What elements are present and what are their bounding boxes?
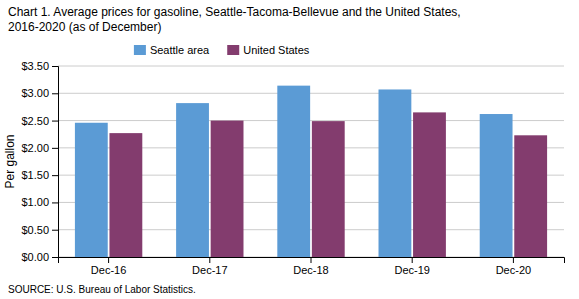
legend-item: United States <box>227 44 310 56</box>
legend-swatch <box>227 45 239 55</box>
y-tick-mark <box>52 230 58 231</box>
y-axis: $0.00 $0.50 $1.00 $1.50 $2.00 $2.50 $3.00 $3.50 <box>21 60 58 263</box>
bar <box>176 103 209 257</box>
y-tick: $0.00 <box>21 251 58 263</box>
y-tick-mark <box>52 66 58 67</box>
x-tick-mark <box>209 257 210 263</box>
x-tick-label: Dec-17 <box>192 264 227 276</box>
bar <box>413 112 446 257</box>
annotation: SOURCE: U.S. Bureau of Labor Statistics. <box>8 284 196 295</box>
bar <box>109 133 142 257</box>
x-tick: Dec-17 <box>192 257 227 276</box>
y-tick-label: $1.50 <box>21 169 49 181</box>
y-tick-label: $3.00 <box>21 87 49 99</box>
y-tick-label: $1.00 <box>21 196 49 208</box>
y-label: Per gallon <box>3 134 17 188</box>
y-tick: $2.00 <box>21 142 58 154</box>
y-tick-label: $2.50 <box>21 115 49 127</box>
y-tick: $3.50 <box>21 60 58 72</box>
x-tick: Dec-18 <box>293 257 328 276</box>
bar <box>514 135 547 257</box>
y-axis-line <box>52 67 59 258</box>
x-tick: Dec-19 <box>394 257 429 276</box>
x-tick-mark <box>311 257 312 263</box>
y-tick: $0.50 <box>21 224 58 236</box>
x-axis-line <box>59 258 565 264</box>
grid-line <box>58 93 564 94</box>
y-tick-mark <box>52 148 58 149</box>
bar <box>379 89 412 257</box>
y-tick-mark <box>52 93 58 94</box>
x-axis: Dec-16 Dec-17 Dec-18 Dec-19 Dec-20 <box>59 257 565 276</box>
x-tick: Dec-16 <box>91 257 126 276</box>
series <box>109 112 547 257</box>
x-tick-mark <box>108 257 109 263</box>
y-tick: $3.00 <box>21 87 58 99</box>
bar <box>312 121 345 257</box>
y-tick-mark <box>52 121 58 122</box>
x-tick-mark <box>513 257 514 263</box>
x-tick-label: Dec-16 <box>91 264 126 276</box>
y-tick: $1.00 <box>21 196 58 208</box>
x-tick-label: Dec-18 <box>293 264 328 276</box>
y-tick-mark <box>52 257 58 258</box>
y-tick-label: $0.00 <box>21 251 49 263</box>
bar <box>277 86 310 257</box>
plot: $0.00 $0.50 $1.00 $1.50 $2.00 $2.50 $3.00 $3.50… <box>21 60 564 276</box>
legend: Seattle area United States <box>134 44 310 56</box>
subtitle: 2016-2020 (as of December) <box>8 20 161 34</box>
y-tick-label: $0.50 <box>21 224 49 236</box>
bar <box>75 123 108 257</box>
legend-swatch <box>134 45 146 55</box>
legend-item: Seattle area <box>134 44 210 56</box>
legend-label: Seattle area <box>150 44 210 56</box>
y-tick-label: $3.50 <box>21 60 49 72</box>
bar <box>211 121 244 257</box>
x-tick-mark <box>412 257 413 263</box>
y-tick-label: $2.00 <box>21 142 49 154</box>
bar <box>480 114 513 257</box>
title: Chart 1. Average prices for gasoline, Se… <box>8 5 461 19</box>
x-tick: Dec-20 <box>496 257 531 276</box>
x-tick-label: Dec-20 <box>496 264 531 276</box>
chart: Chart 1. Average prices for gasoline, Se… <box>0 0 579 299</box>
y-tick-mark <box>52 202 58 203</box>
series <box>75 86 513 257</box>
y-tick: $1.50 <box>21 169 58 181</box>
legend-label: United States <box>243 44 310 56</box>
grid <box>58 66 564 257</box>
bars <box>75 86 547 257</box>
y-tick: $2.50 <box>21 115 58 127</box>
x-tick-label: Dec-19 <box>394 264 429 276</box>
grid-line <box>58 66 564 67</box>
y-tick-mark <box>52 175 58 176</box>
